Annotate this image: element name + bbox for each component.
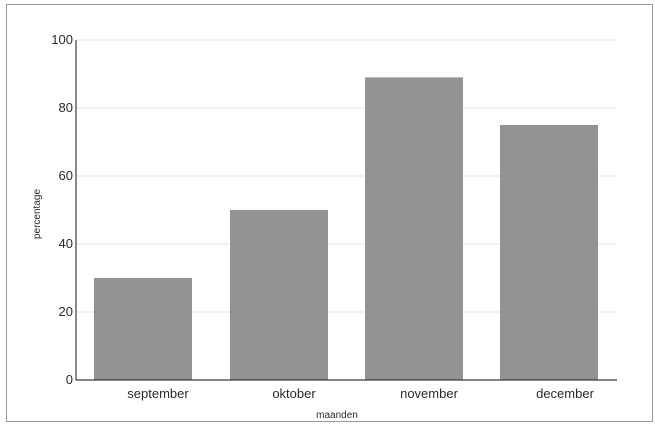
y-tick-labels: 0 20 40 60 80 100 xyxy=(51,32,73,387)
bars xyxy=(94,77,598,381)
x-tick-label: november xyxy=(400,386,458,401)
y-tick-label: 80 xyxy=(59,100,73,115)
x-tick-label: oktober xyxy=(272,386,316,401)
bar-december xyxy=(500,125,598,380)
bar-oktober xyxy=(230,210,328,380)
x-tick-label: december xyxy=(536,386,594,401)
y-tick-label: 0 xyxy=(66,372,73,387)
x-tick-label: september xyxy=(127,386,189,401)
bar-september xyxy=(94,278,192,380)
y-tick-label: 20 xyxy=(59,304,73,319)
y-tick-label: 100 xyxy=(51,32,73,47)
bar-november xyxy=(365,77,463,381)
y-tick-label: 60 xyxy=(59,168,73,183)
x-tick-labels: september oktober november december xyxy=(127,386,594,401)
y-tick-label: 40 xyxy=(59,236,73,251)
axes xyxy=(75,40,617,381)
y-axis-title: percentage xyxy=(32,189,43,239)
x-axis-title: maanden xyxy=(316,410,358,421)
